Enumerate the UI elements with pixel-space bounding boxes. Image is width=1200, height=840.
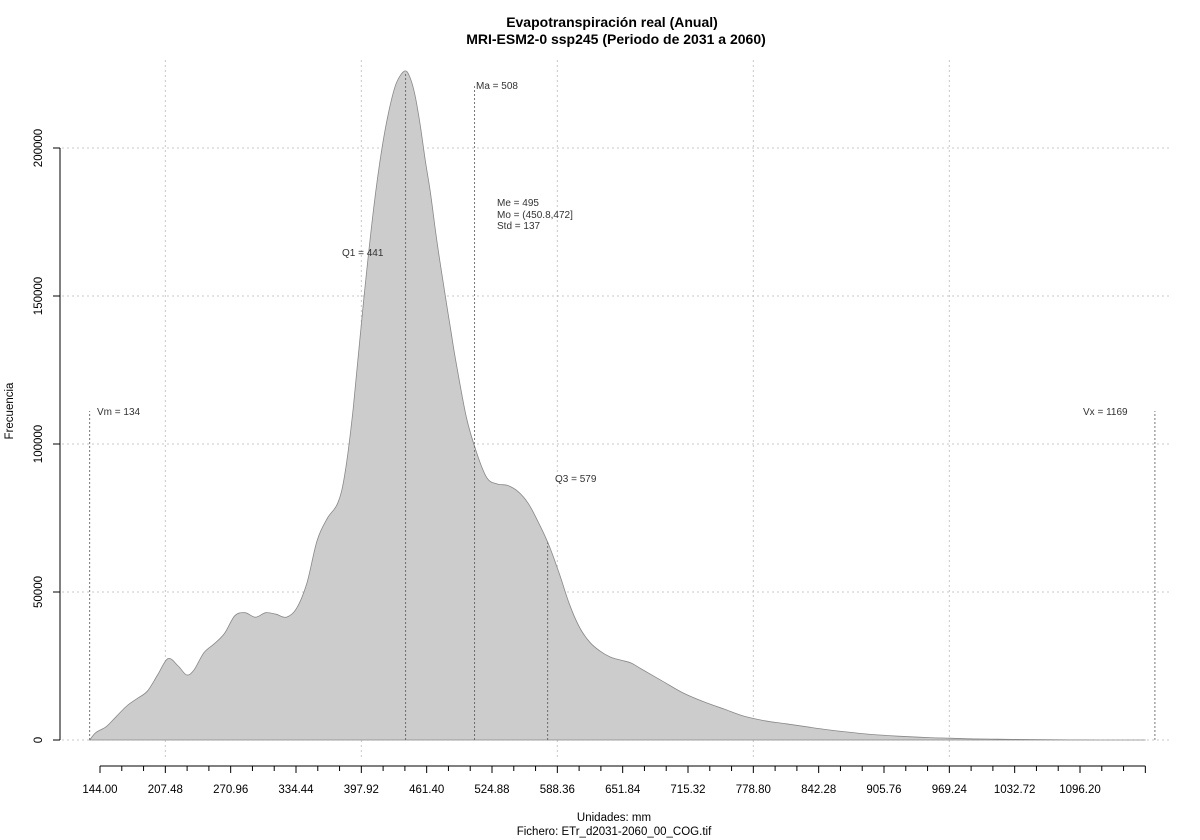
x-tick-label: 270.96 [213, 784, 248, 796]
x-tick-label: 715.32 [670, 784, 705, 796]
q1-label: Q1 = 441 [342, 248, 384, 259]
y-axis-title: Frecuencia [4, 382, 16, 439]
x-tick-label: 334.44 [278, 784, 314, 796]
y-tick-label: 50000 [33, 576, 45, 608]
x-tick-label: 588.36 [540, 784, 575, 796]
annotation-lines [89, 72, 1156, 740]
x-tick-label: 1032.72 [994, 784, 1036, 796]
y-tick-label: 150000 [33, 277, 45, 315]
x-tick-label: 397.92 [344, 784, 379, 796]
axes: 0 50000 100000 150000 200000 144.00 207.48 270.… [33, 129, 1146, 796]
q3-label: Q3 = 579 [555, 474, 597, 485]
x-tick-label: 842.28 [801, 784, 836, 796]
density-area [88, 70, 1146, 741]
x-tick-label: 207.48 [148, 784, 183, 796]
file-label: Fichero: ETr_d2031-2060_00_COG.tif [517, 826, 712, 838]
y-tick-label: 0 [33, 737, 45, 743]
x-tick-label: 905.76 [866, 784, 901, 796]
x-tick-label: 524.88 [474, 784, 509, 796]
x-tick-label: 144.00 [82, 784, 117, 796]
x-tick-label: 461.40 [409, 784, 444, 796]
y-tick-label: 100000 [33, 425, 45, 463]
x-tick-label: 778.80 [736, 784, 771, 796]
chart-title: Evapotranspiración real (Anual) [506, 14, 718, 30]
x-tick-label: 1096.20 [1059, 784, 1101, 796]
vx-label: Vx = 1169 [1083, 407, 1128, 418]
std-label: Std = 137 [497, 221, 541, 232]
x-tick-label: 651.84 [605, 784, 641, 796]
mode-label: Mo = (450.8,472] [497, 210, 573, 221]
y-tick-label: 200000 [33, 129, 45, 167]
x-tick-label: 969.24 [932, 784, 968, 796]
x-axis-title: Unidades: mm [577, 812, 651, 824]
chart-subtitle: MRI-ESM2-0 ssp245 (Periodo de 2031 a 206… [466, 31, 766, 47]
ma-label: Ma = 508 [476, 81, 518, 92]
plot-area [88, 70, 1146, 741]
median-label: Me = 495 [497, 198, 539, 209]
annotations: Vm = 134 Q1 = 441 Ma = 508 Q3 = 579 Vx =… [97, 81, 1128, 485]
vm-label: Vm = 134 [97, 407, 141, 418]
